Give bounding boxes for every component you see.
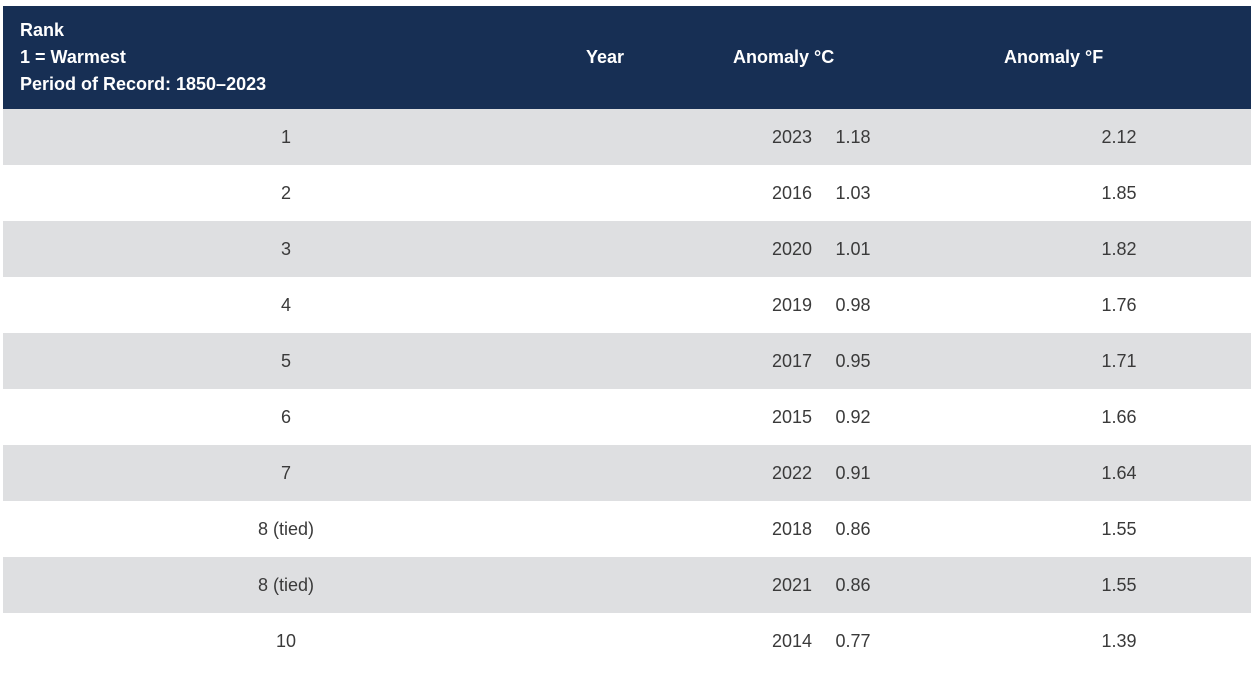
anomaly-f-cell: 2.12 [1101,126,1137,147]
anomaly-c-cell: 0.98 [835,294,871,315]
header-rank-line: 1 = Warmest [20,47,126,67]
header-rank: Rank 1 = Warmest Period of Record: 1850–… [3,6,569,109]
header-rank-line: Rank [20,20,65,40]
rankings-table-container: Rank 1 = Warmest Period of Record: 1850–… [3,6,1251,669]
table-row: 3 2020 1.01 1.82 [3,221,1251,277]
rank-cell: 8 (tied) [257,518,315,539]
rank-cell: 8 (tied) [257,574,315,595]
rank-cell: 3 [280,238,291,259]
anomaly-c-cell: 1.18 [835,126,871,147]
year-cell: 2019 [772,294,813,315]
warmest-years-table: Rank 1 = Warmest Period of Record: 1850–… [3,6,1251,669]
table-body: 1 2023 1.18 2.12 2 2016 1.03 1.85 3 2020 1.01 1.82 4… [3,109,1251,669]
anomaly-c-cell: 0.91 [835,462,871,483]
year-cell: 2016 [772,182,813,203]
anomaly-f-cell: 1.55 [1101,574,1137,595]
header-rank-line: Period of Record: 1850–2023 [20,74,267,94]
header-row: Rank 1 = Warmest Period of Record: 1850–… [3,6,1251,109]
header-anomaly-f: Anomaly °F [1004,47,1104,67]
table-header: Rank 1 = Warmest Period of Record: 1850–… [3,6,1251,109]
header-anomaly-c: Anomaly °C [733,47,835,67]
table-row: 1 2023 1.18 2.12 [3,109,1251,165]
header-year: Year [586,47,625,67]
table-row: 7 2022 0.91 1.64 [3,445,1251,501]
table-row: 8 (tied) 2018 0.86 1.55 [3,501,1251,557]
year-cell: 2023 [772,126,813,147]
table-row: 10 2014 0.77 1.39 [3,613,1251,669]
year-cell: 2015 [772,406,813,427]
year-cell: 2020 [772,238,813,259]
year-cell: 2021 [772,574,813,595]
rank-cell: 5 [280,350,291,371]
table-row: 6 2015 0.92 1.66 [3,389,1251,445]
table-row: 5 2017 0.95 1.71 [3,333,1251,389]
anomaly-c-cell: 0.86 [835,574,871,595]
anomaly-f-cell: 1.82 [1101,238,1137,259]
table-row: 4 2019 0.98 1.76 [3,277,1251,333]
rank-cell: 2 [280,182,291,203]
anomaly-f-cell: 1.66 [1101,406,1137,427]
rank-cell: 4 [280,294,291,315]
anomaly-c-cell: 1.01 [835,238,871,259]
anomaly-f-cell: 1.85 [1101,182,1137,203]
year-cell: 2014 [772,630,813,651]
year-cell: 2017 [772,350,813,371]
table-row: 8 (tied) 2021 0.86 1.55 [3,557,1251,613]
year-cell: 2022 [772,462,813,483]
table-row: 2 2016 1.03 1.85 [3,165,1251,221]
rank-cell: 7 [280,462,291,483]
anomaly-f-cell: 1.39 [1101,630,1137,651]
anomaly-c-cell: 0.92 [835,406,871,427]
anomaly-f-cell: 1.64 [1101,462,1137,483]
anomaly-f-cell: 1.76 [1101,294,1137,315]
year-cell: 2018 [772,518,813,539]
anomaly-f-cell: 1.71 [1101,350,1137,371]
rank-cell: 6 [280,406,291,427]
anomaly-c-cell: 0.95 [835,350,871,371]
anomaly-f-cell: 1.55 [1101,518,1137,539]
rank-cell: 1 [280,126,291,147]
rank-cell: 10 [275,630,297,651]
anomaly-c-cell: 0.86 [835,518,871,539]
anomaly-c-cell: 0.77 [835,630,871,651]
anomaly-c-cell: 1.03 [835,182,871,203]
